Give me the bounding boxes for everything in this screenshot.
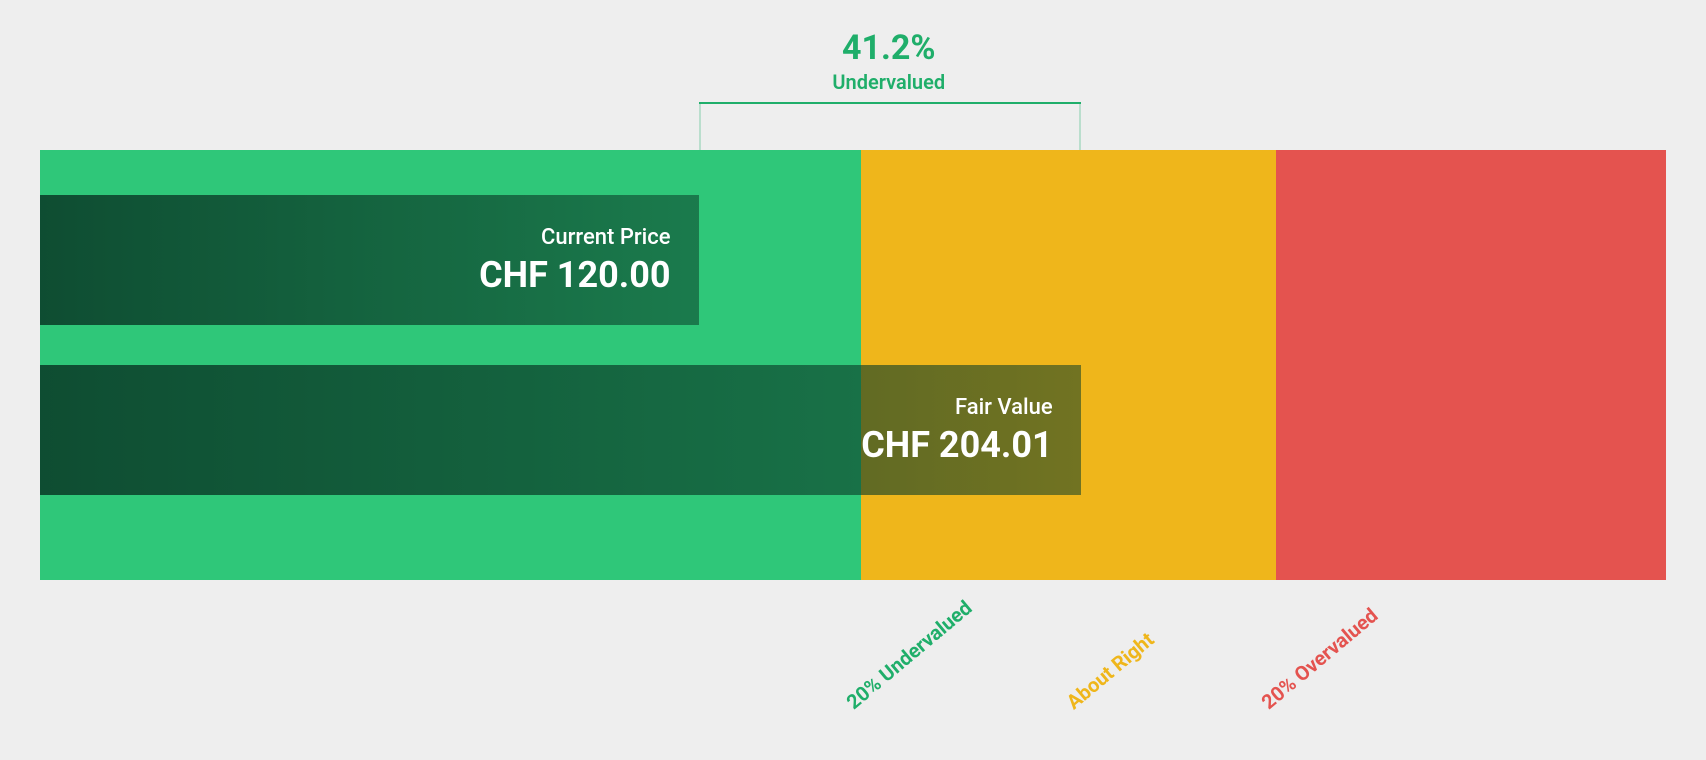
fair-value-bar: Fair Value CHF 204.01 xyxy=(40,365,1081,495)
bracket-tick-right xyxy=(1079,104,1081,152)
valuation-status-label: Undervalued xyxy=(832,70,945,94)
fair-value-label: Fair Value xyxy=(955,395,1053,420)
valuation-bracket xyxy=(699,102,1081,150)
current-price-label: Current Price xyxy=(541,225,670,250)
current-price-bar: Current Price CHF 120.00 xyxy=(40,195,699,325)
current-price-value: CHF 120.00 xyxy=(479,254,670,296)
axis-label-overvalued: 20% Overvalued xyxy=(1256,603,1382,714)
axis-label-about-right: About Right xyxy=(1061,627,1158,714)
valuation-percentage: 41.2% xyxy=(832,28,945,68)
overvalued-zone xyxy=(1276,150,1666,580)
bracket-tick-left xyxy=(699,104,701,152)
fair-value-value: CHF 204.01 xyxy=(861,424,1052,466)
valuation-callout: 41.2% Undervalued xyxy=(832,28,945,94)
axis-label-undervalued: 20% Undervalued xyxy=(842,595,977,714)
valuation-chart: Current Price CHF 120.00 Fair Value CHF … xyxy=(40,150,1666,580)
